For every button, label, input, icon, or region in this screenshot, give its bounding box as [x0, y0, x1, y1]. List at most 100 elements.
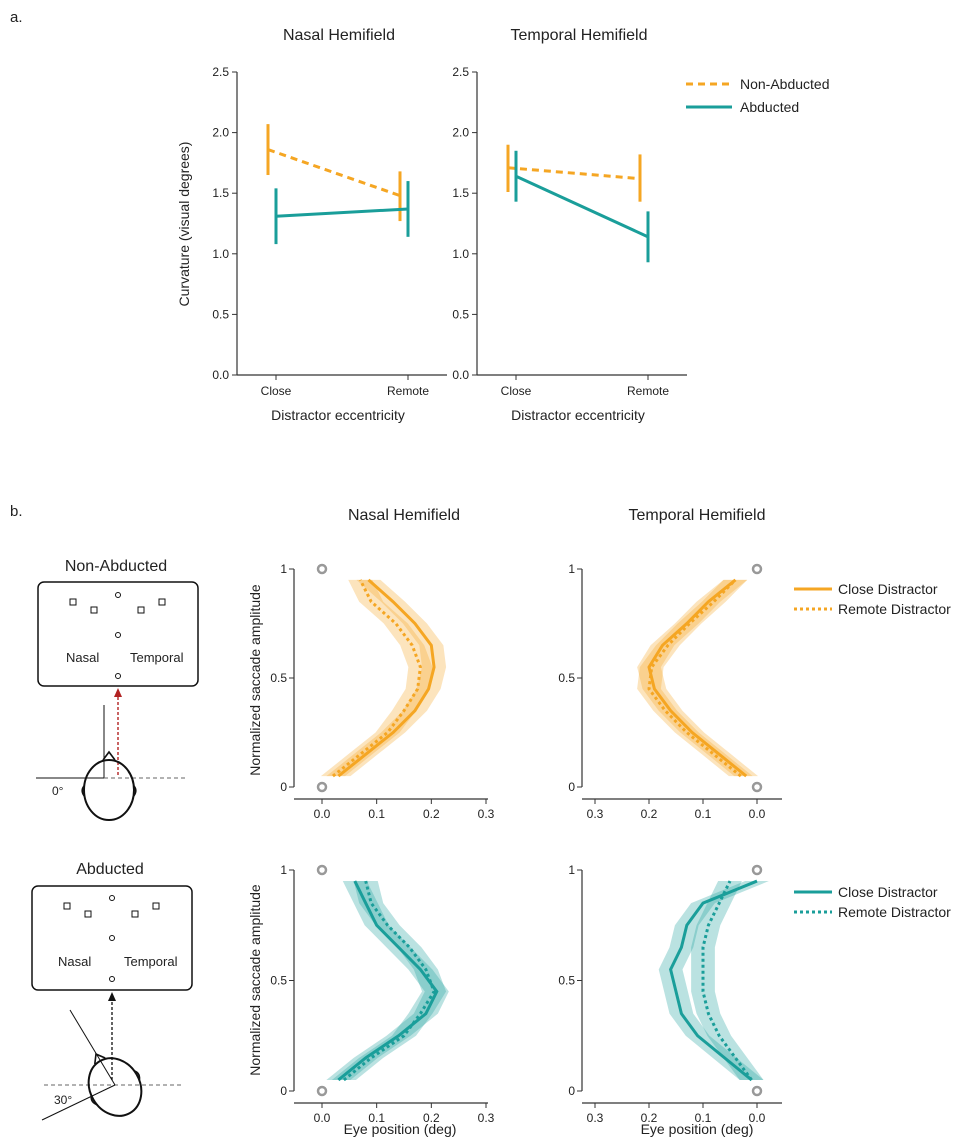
y-tick-label: 2.5 — [452, 65, 469, 79]
legend-b-bottom: Close Distractor Remote Distractor — [794, 884, 951, 920]
confidence-band-close — [326, 579, 447, 777]
chart-layer: 0.0 0.5 1.0 1.5 2.0 2.5 Close Remote 0.0 0.5 1.0 1.… — [212, 65, 782, 1125]
screen-nasal-label: Nasal — [58, 954, 91, 969]
head-outline — [87, 1057, 143, 1117]
y-tick-label: 0.0 — [212, 368, 229, 382]
right-ear — [132, 785, 137, 798]
start-dot — [109, 976, 115, 982]
a-temporal-xlabel: Distractor eccentricity — [511, 407, 645, 423]
trajectory-remote — [647, 578, 742, 778]
legend-b-top-remote-label: Remote Distractor — [838, 601, 951, 617]
right-ear — [134, 1070, 141, 1082]
fixation-dot — [115, 632, 121, 638]
schematic-bottom-title: Abducted — [76, 861, 144, 878]
gaze-arrowhead — [114, 688, 122, 697]
y-tick-label: 0.5 — [270, 974, 287, 988]
series-line-abducted — [275, 207, 409, 218]
distractor-square — [137, 606, 145, 614]
legend-b-top: Close Distractor Remote Distractor — [794, 581, 951, 617]
y-tick-label: 0.5 — [270, 671, 287, 685]
trajectory-remote — [342, 880, 436, 1082]
x-tick-label: 0.1 — [368, 807, 385, 821]
panel-b-label: b. — [10, 503, 23, 520]
y-tick-label: 2.0 — [212, 126, 229, 140]
y-tick-label: 1.5 — [212, 186, 229, 200]
schematic-non-abducted: Non-Abducted Nasal Temporal 0° — [36, 558, 199, 821]
legend-a: Non-Abducted Abducted — [686, 76, 830, 115]
head-axis-rotated-perp — [41, 1084, 116, 1121]
x-tick-label: 0.1 — [695, 807, 712, 821]
start-dot — [115, 673, 121, 679]
start-marker — [751, 1085, 763, 1097]
confidence-band-remote — [331, 881, 447, 1080]
y-tick-label: 0 — [568, 780, 575, 794]
y-tick-label: 2.0 — [452, 126, 469, 140]
x-tick-label: 0.3 — [587, 807, 604, 821]
x-tick-label: 0.2 — [641, 1111, 658, 1125]
confidence-band-close — [326, 881, 449, 1080]
a-ylabel: Curvature (visual degrees) — [176, 142, 192, 307]
a-nasal-title: Nasal Hemifield — [283, 27, 395, 44]
screen-temporal-label: Temporal — [124, 954, 178, 969]
x-tick-label: 0.2 — [423, 1111, 440, 1125]
distractor-square — [69, 598, 77, 606]
legend-a-nonabducted-label: Non-Abducted — [740, 76, 830, 92]
start-marker — [316, 1085, 328, 1097]
x-tick-label: Close — [501, 384, 532, 398]
y-tick-label: 1 — [568, 562, 575, 576]
distractor-square — [90, 606, 98, 614]
x-tick-label: 0.2 — [423, 807, 440, 821]
b-temporal-title: Temporal Hemifield — [629, 507, 766, 524]
schematic-abducted: Abducted Nasal Temporal 30° — [31, 861, 193, 1121]
b-temporal-xlabel: Eye position (deg) — [641, 1121, 754, 1137]
x-tick-label: 0.1 — [695, 1111, 712, 1125]
x-tick-label: 0.3 — [587, 1111, 604, 1125]
screen-temporal-label: Temporal — [130, 650, 184, 665]
angle-label-30: 30° — [54, 1093, 72, 1107]
b-nasal-title: Nasal Hemifield — [348, 507, 460, 524]
y-tick-label: 1.0 — [452, 247, 469, 261]
target-dot — [109, 895, 115, 901]
distractor-square — [152, 902, 160, 910]
x-tick-label: Remote — [387, 384, 429, 398]
a-nasal-xlabel: Distractor eccentricity — [271, 407, 405, 423]
target-dot — [115, 592, 121, 598]
x-tick-label: 0.3 — [478, 1111, 495, 1125]
nose — [102, 750, 116, 761]
start-marker — [316, 781, 328, 793]
start-marker — [751, 781, 763, 793]
x-tick-label: 0.3 — [478, 807, 495, 821]
angle-label-0: 0° — [52, 784, 64, 798]
confidence-band-remote — [691, 881, 764, 1080]
gaze-arrowhead — [108, 992, 116, 1001]
y-tick-label: 2.5 — [212, 65, 229, 79]
y-tick-label: 0.5 — [558, 671, 575, 685]
left-ear — [90, 1095, 99, 1106]
trajectory-close — [669, 879, 758, 1082]
target-marker — [316, 864, 328, 876]
schematic-top-title: Non-Abducted — [65, 558, 167, 575]
a-temporal-title: Temporal Hemifield — [511, 27, 648, 44]
series-line-abducted — [515, 174, 649, 239]
left-ear — [81, 785, 86, 798]
target-marker — [751, 864, 763, 876]
distractor-square — [63, 902, 71, 910]
legend-b-bottom-remote-label: Remote Distractor — [838, 904, 951, 920]
x-tick-label: Remote — [627, 384, 669, 398]
legend-a-abducted-label: Abducted — [740, 99, 799, 115]
confidence-band-remote — [320, 579, 433, 777]
target-marker — [316, 563, 328, 575]
trajectory-close — [337, 578, 436, 778]
confidence-band-remote — [637, 579, 753, 777]
y-tick-label: 0.5 — [212, 307, 229, 321]
legend-b-top-close-label: Close Distractor — [838, 581, 938, 597]
b-top-ylabel: Normalized saccade amplitude — [247, 584, 263, 776]
nose — [94, 1052, 106, 1065]
head-outline — [83, 759, 135, 821]
series-line-non-abducted — [267, 148, 401, 198]
trajectory-remote — [701, 880, 753, 1081]
y-tick-label: 1.0 — [212, 247, 229, 261]
x-tick-label: 0.2 — [641, 807, 658, 821]
panel-a-label: a. — [10, 9, 23, 26]
